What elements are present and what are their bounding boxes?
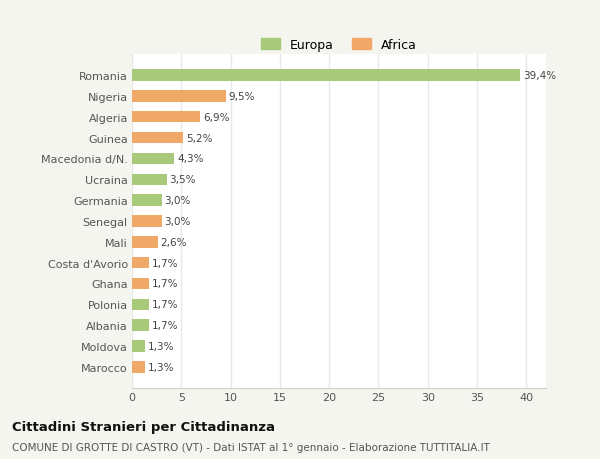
Bar (132, 361, 145, 373)
Bar (132, 299, 149, 310)
Text: 1,7%: 1,7% (152, 300, 178, 310)
Bar (132, 341, 145, 352)
Text: 39,4%: 39,4% (523, 71, 556, 81)
Text: Cittadini Stranieri per Cittadinanza: Cittadini Stranieri per Cittadinanza (12, 420, 275, 433)
Text: 9,5%: 9,5% (229, 92, 255, 102)
Bar (132, 278, 149, 290)
Text: 1,3%: 1,3% (148, 341, 174, 351)
Bar (132, 216, 161, 227)
Text: 3,0%: 3,0% (164, 217, 191, 226)
Bar (132, 91, 226, 102)
Text: 3,0%: 3,0% (164, 196, 191, 206)
Text: 2,6%: 2,6% (161, 237, 187, 247)
Bar (132, 257, 149, 269)
Text: COMUNE DI GROTTE DI CASTRO (VT) - Dati ISTAT al 1° gennaio - Elaborazione TUTTIT: COMUNE DI GROTTE DI CASTRO (VT) - Dati I… (12, 442, 490, 452)
Bar (132, 112, 200, 123)
Bar (132, 133, 183, 144)
Text: 4,3%: 4,3% (178, 154, 204, 164)
Text: 6,9%: 6,9% (203, 112, 229, 123)
Text: 5,2%: 5,2% (186, 133, 213, 143)
Bar (132, 174, 167, 185)
Bar (132, 320, 149, 331)
Text: 3,5%: 3,5% (169, 175, 196, 185)
Text: 1,7%: 1,7% (152, 258, 178, 268)
Text: 1,7%: 1,7% (152, 279, 178, 289)
Bar (132, 153, 175, 165)
Text: 1,7%: 1,7% (152, 320, 178, 330)
Text: 1,3%: 1,3% (148, 362, 174, 372)
Bar (132, 236, 158, 248)
Bar (132, 70, 520, 82)
Bar (132, 195, 161, 207)
Legend: Europa, Africa: Europa, Africa (257, 35, 421, 55)
